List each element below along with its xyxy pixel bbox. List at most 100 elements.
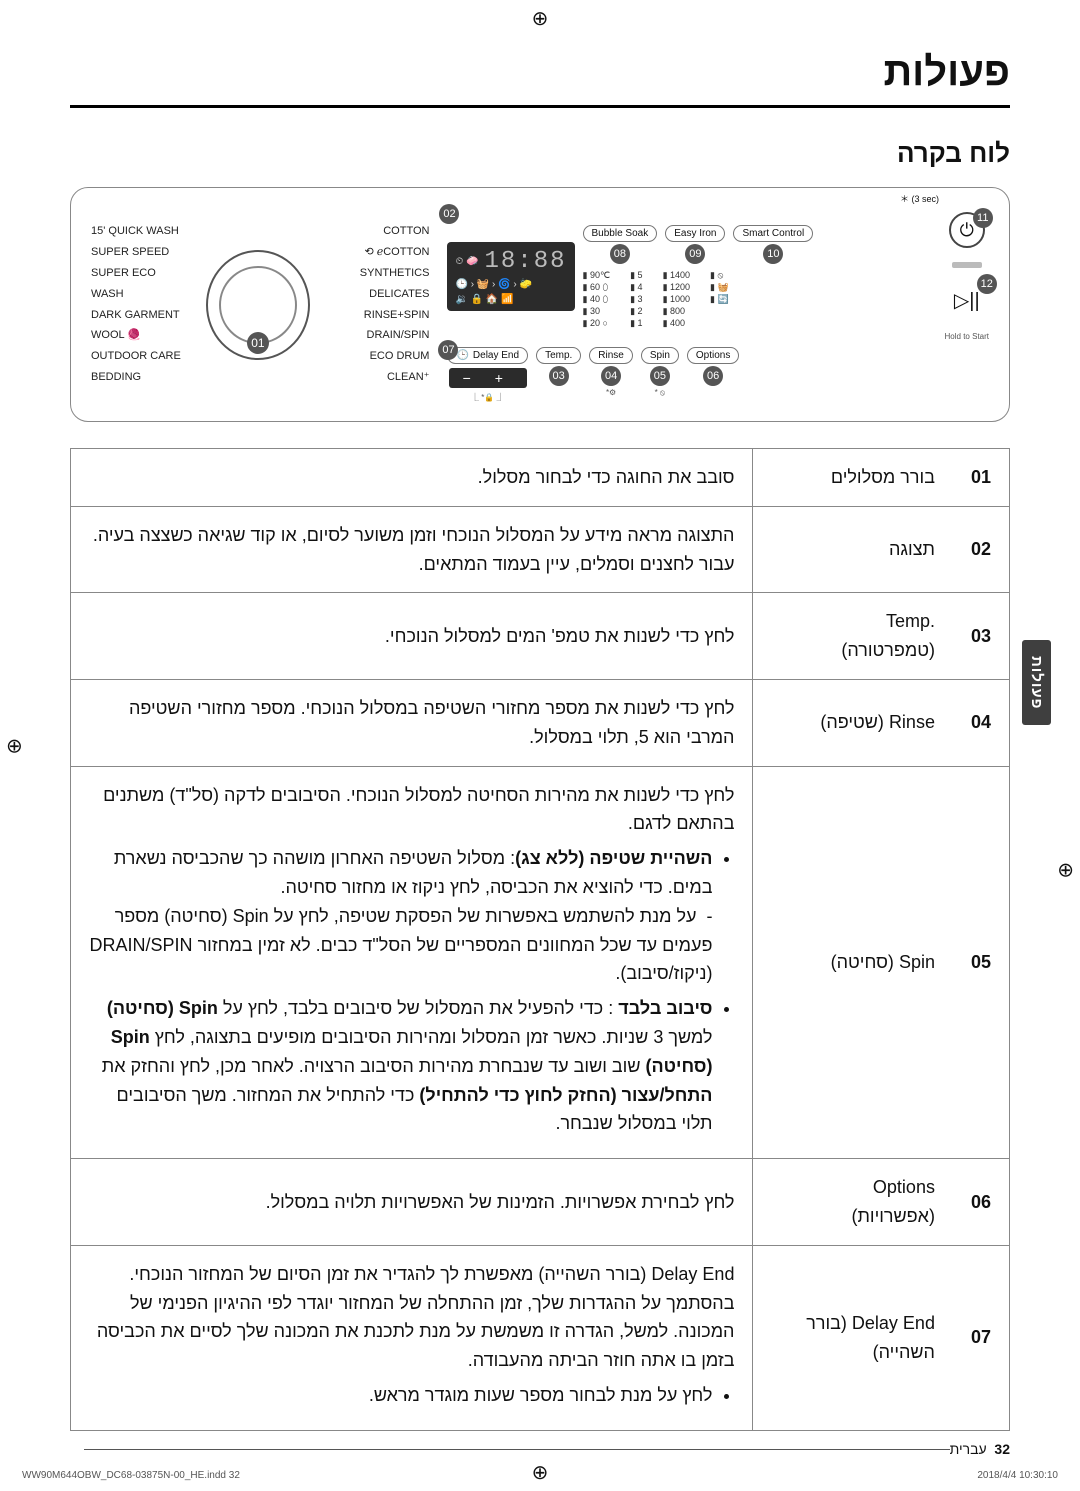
grid-value: ▮ 20 ○ (583, 318, 611, 329)
grid-value: ▮ 60 ⬯ (583, 282, 611, 293)
row-number: 04 (953, 679, 1010, 766)
print-meta: WW90M644OBW_DC68-03875N-00_HE.indd 32 20… (22, 1470, 1058, 1481)
row-description: לחץ כדי לשנות את טמפ' המים למסלול הנוכחי… (71, 593, 753, 680)
grid-value: ▮ 800 (663, 306, 690, 317)
dial-label: SUPER ECO WASH (91, 263, 186, 305)
row-label: Delay End (בורר השהייה) (753, 1245, 953, 1430)
dial-label: SUPER SPEED (91, 242, 186, 263)
option-pill: Spin (641, 347, 679, 364)
row-description: Delay End (בורר השהייה) מאפשרת לך להגדיר… (71, 1245, 753, 1430)
table-row: 02תצוגההתצוגה מראה מידע על המסלול הנוכחי… (71, 506, 1010, 593)
section-title: לוח בקרה (70, 138, 1010, 169)
table-row: 01בורר מסלוליםסובב את החוגה כדי לבחור מס… (71, 449, 1010, 507)
dial-label: COTTON (330, 221, 430, 242)
row-label: Rinse (שטיפה) (753, 679, 953, 766)
grid-value: ▮ ⦸ (710, 270, 729, 281)
option-pill: Rinse (589, 347, 633, 364)
dial-label: 15' QUICK WASH (91, 221, 186, 242)
dial-label: OUTDOOR CARE (91, 346, 186, 367)
grid-value: ▮ 1000 (663, 294, 690, 305)
badge: 04 (601, 366, 621, 386)
row-number: 07 (953, 1245, 1010, 1430)
registration-mark: ⊕ (1057, 857, 1074, 882)
program-dial: 01 (206, 250, 310, 360)
row-description: התצוגה מראה מידע על המסלול הנוכחי וזמן מ… (71, 506, 753, 593)
dial-right-labels: COTTON⟲ ℯCOTTONSYNTHETICSDELICATESRINSE+… (330, 221, 430, 388)
row-description: לחץ כדי לשנות את מספר מחזורי השטיפה במסל… (71, 679, 753, 766)
row-number: 03 (953, 593, 1010, 680)
three-sec-note: ＊ (3 sec) (900, 192, 939, 205)
badge: 03 (549, 366, 569, 386)
row-description: סובב את החוגה כדי לבחור מסלול. (71, 449, 753, 507)
delay-end-pill: 🕒 Delay End 07 (447, 347, 528, 364)
control-panel-figure: 15' QUICK WASHSUPER SPEEDSUPER ECO WASHD… (70, 187, 1010, 422)
row-label: Spin (סחיטה) (753, 766, 953, 1159)
option-pill: Options (687, 347, 739, 364)
badge-01: 01 (247, 332, 269, 354)
dial-label: SYNTHETICS (330, 263, 430, 284)
grid-value: ▮ 1400 (663, 270, 690, 281)
row-number: 05 (953, 766, 1010, 1159)
page-number: 32 (994, 1441, 1010, 1457)
registration-mark: ⊕ (532, 6, 549, 31)
lcd-screen: ⏲ 🧼 18:88 🕒 › 🧺 › 🌀 › 🧽 🔉 🔒 🏠 📶 02 (447, 242, 574, 311)
option-pill: Temp. (536, 347, 581, 364)
grid-value: ▮ 5 (630, 270, 642, 281)
dial-label: RINSE+SPIN (330, 305, 430, 326)
plus-minus: − + (449, 368, 527, 388)
dial-label: ⟲ ℯCOTTON (330, 242, 430, 263)
table-row: 04Rinse (שטיפה)לחץ כדי לשנות את מספר מחז… (71, 679, 1010, 766)
grid-value: ▮ 40 ⬯ (583, 294, 611, 305)
screen-row: 🕒 › 🧺 › 🌀 › 🧽 (455, 279, 566, 290)
display-area: ＊ (3 sec) ⏲ 🧼 18:88 🕒 › 🧺 › 🌀 › 🧽 🔉 🔒 🏠 … (447, 206, 989, 403)
badge-11: 11 (973, 208, 993, 228)
start-pause-button: ▷|| 12 (949, 282, 985, 318)
file-name: WW90M644OBW_DC68-03875N-00_HE.indd 32 (22, 1470, 240, 1481)
screen-time: 18:88 (485, 248, 567, 275)
grid-value: ▮ 🔄 (710, 294, 729, 305)
value-grid: ▮ 90℃▮ 60 ⬯▮ 40 ⬯▮ 30▮ 20 ○ ▮ 5▮ 4▮ 3▮ 2… (583, 270, 937, 329)
screen-row: 🔉 🔒 🏠 📶 (455, 294, 566, 305)
row-number: 06 (953, 1159, 1010, 1246)
badge-02: 02 (439, 204, 459, 224)
grid-value: ▮ 🧺 (710, 282, 729, 293)
grid-value: ▮ 1200 (663, 282, 690, 293)
dial-label: DELICATES (330, 284, 430, 305)
badge: 09 (685, 244, 705, 264)
option-pill: Bubble Soak (583, 225, 658, 242)
grid-value: ▮ 30 (583, 306, 611, 317)
option-pill: Easy Iron (665, 225, 725, 242)
table-row: 03Temp.(טמפרטורה)לחץ כדי לשנות את טמפ' ה… (71, 593, 1010, 680)
grid-value: ▮ 4 (630, 282, 642, 293)
screen-icons: ⏲ 🧼 (455, 256, 478, 267)
dial-label: DARK GARMENT (91, 305, 186, 326)
table-row: 07Delay End (בורר השהייה)Delay End (בורר… (71, 1245, 1010, 1430)
badge-07: 07 (438, 340, 458, 360)
footer-lang: עברית (950, 1441, 987, 1457)
grid-value: ▮ 2 (630, 306, 642, 317)
side-tab: פעולות (1022, 640, 1051, 725)
print-date: 2018/4/4 10:30:10 (977, 1470, 1058, 1481)
row-number: 02 (953, 506, 1010, 593)
hold-to-start-label: Hold to Start (945, 332, 989, 341)
page-title: פעולות (70, 50, 1010, 95)
row-label: Temp.(טמפרטורה) (753, 593, 953, 680)
title-rule (70, 105, 1010, 108)
grid-value: ▮ 3 (630, 294, 642, 305)
badge: 10 (763, 244, 783, 264)
row-label: בורר מסלולים (753, 449, 953, 507)
badge-12: 12 (977, 274, 997, 294)
grid-value: ▮ 400 (663, 318, 690, 329)
badge: 05 (650, 366, 670, 386)
badge: 06 (703, 366, 723, 386)
table-row: 06Options(אפשרויות)לחץ לבחירת אפשרויות. … (71, 1159, 1010, 1246)
row-description: לחץ לבחירת אפשרויות. הזמינות של האפשרויו… (71, 1159, 753, 1246)
option-pill: Smart Control (733, 225, 813, 242)
badge: 08 (610, 244, 630, 264)
dial-label: DRAIN/SPIN (330, 325, 430, 346)
dial-label: WOOL 🧶 (91, 325, 186, 346)
grid-value: ▮ 90℃ (583, 270, 611, 281)
power-button: ⏻ 11 (949, 212, 985, 248)
grid-value: ▮ 1 (630, 318, 642, 329)
table-row: 05Spin (סחיטה)לחץ כדי לשנות את מהירות הס… (71, 766, 1010, 1159)
